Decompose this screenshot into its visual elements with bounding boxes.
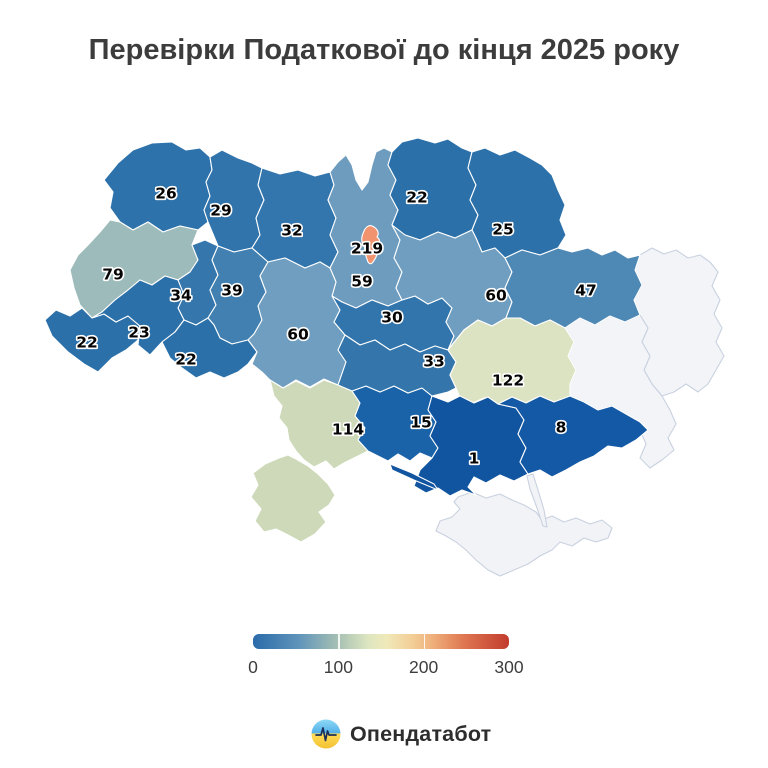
region-value-label: 60	[287, 326, 309, 344]
region-value-label: 22	[76, 334, 98, 352]
pulse-line-icon	[315, 727, 337, 742]
region-value-label: 25	[492, 221, 514, 239]
colorbar-ticks: 0 100 200 300	[248, 657, 523, 681]
region-value-label: 60	[485, 287, 507, 305]
region-value-label: 1	[469, 450, 480, 468]
colorbar-tick-label: 100	[323, 657, 353, 677]
region-value-label: 122	[492, 372, 524, 390]
region-zaporizhzhia	[497, 395, 649, 478]
region-kyiv-city	[361, 225, 381, 265]
region-value-label: 47	[575, 282, 597, 300]
region-value-label: 114	[332, 421, 365, 439]
region-dnipro	[447, 317, 577, 405]
region-value-label: 8	[556, 419, 567, 437]
region-vinnytsia	[247, 257, 347, 389]
colorbar-separator-200	[423, 634, 426, 649]
colorbar: 0 100 200 300	[248, 634, 524, 681]
region-value-label: 22	[175, 351, 197, 369]
opendatabot-logo: Опендатабот	[311, 719, 491, 749]
region-value-label: 59	[351, 273, 373, 291]
region-ivano-frankivsk	[91, 275, 185, 356]
colorbar-tick-label: 200	[409, 657, 439, 677]
region-value-label: 22	[406, 189, 428, 207]
region-odesa	[269, 379, 369, 470]
region-zhytomyr	[251, 167, 339, 269]
region-crimea-arabat-spit	[526, 473, 548, 528]
opendatabot-logo-text: Опендатабот	[350, 721, 492, 746]
colorbar-separator-100	[338, 634, 340, 649]
region-value-label: 30	[381, 309, 403, 327]
colorbar-tick-label: 300	[494, 657, 524, 677]
region-value-label: 219	[351, 240, 383, 258]
region-value-label: 33	[423, 353, 445, 371]
region-value-label: 29	[210, 202, 232, 220]
region-crimea	[435, 491, 613, 577]
region-value-label: 15	[410, 414, 432, 432]
region-value-label: 79	[102, 266, 124, 284]
chart-title: Перевірки Податкової до кінця 2025 року	[88, 34, 680, 66]
region-value-label: 34	[170, 287, 192, 305]
region-kharkiv	[504, 247, 643, 329]
region-kherson-kinburn-spit	[389, 463, 439, 491]
region-value-label: 23	[128, 324, 150, 342]
colorbar-tick-label: 0	[248, 657, 258, 677]
region-value-label: 26	[155, 185, 177, 203]
region-kirovohrad	[337, 334, 457, 397]
region-luhansk	[633, 247, 725, 397]
region-chernihiv	[387, 137, 479, 241]
region-chernivtsi	[161, 317, 258, 379]
colorbar-gradient	[253, 634, 509, 649]
opendatabot-icon	[311, 719, 341, 749]
region-value-label: 39	[221, 282, 243, 300]
region-value-label: 32	[281, 222, 303, 240]
region-sumy	[467, 147, 567, 259]
region-odesa-budjak	[250, 454, 336, 543]
